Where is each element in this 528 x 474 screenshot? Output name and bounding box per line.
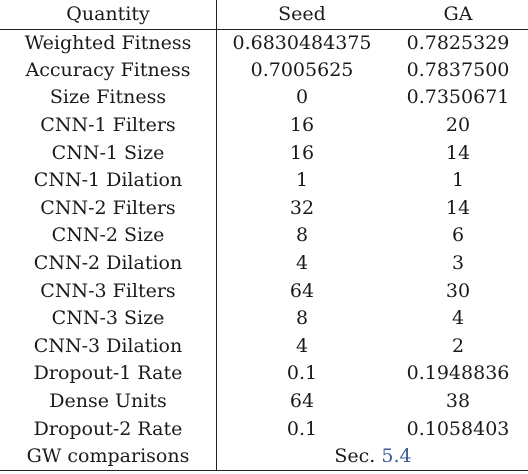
section-reference-link[interactable]: 5.4 (381, 445, 412, 468)
cell-quantity: Dense Units (0, 387, 217, 416)
table-row: Dense Units 64 38 (0, 387, 528, 416)
cell-quantity: CNN-3 Filters (0, 277, 217, 305)
cell-quantity: Weighted Fitness (0, 29, 217, 57)
table-row: Dropout-2 Rate 0.1 0.1058403 (0, 415, 528, 443)
cell-ga: 6 (451, 224, 465, 247)
cell-ga: 0.1058403 (406, 417, 510, 440)
cell-ga: 38 (445, 390, 471, 413)
cell-quantity: CNN-1 Dilation (0, 166, 217, 195)
cell-seed: 64 (289, 279, 315, 302)
cell-quantity: Dropout-1 Rate (0, 360, 217, 388)
header-row: Quantity Seed GA (0, 0, 528, 30)
cell-ga: 3 (451, 252, 465, 275)
cell-seed: 0.1 (286, 417, 318, 440)
cell-ga: 0.1948836 (406, 362, 510, 385)
cell-ga: 1 (451, 169, 465, 192)
table-row: CNN-2 Size 8 6 (0, 222, 528, 250)
cell-seed: 0.1 (286, 362, 318, 385)
table-row: Weighted Fitness 0.6830484375 0.7825329 (0, 29, 528, 57)
cell-seed: 4 (295, 252, 309, 275)
table-bottom-rule (0, 470, 528, 471)
cell-ga: 0.7350671 (406, 86, 510, 109)
footer-text: Sec. (334, 445, 376, 468)
cell-seed: 0.6830484375 (232, 31, 372, 54)
table-row: CNN-3 Size 8 4 (0, 304, 528, 333)
table-row: CNN-2 Dilation 4 3 (0, 249, 528, 278)
cell-seed: 16 (289, 114, 315, 137)
cell-quantity: CNN-2 Dilation (0, 249, 217, 278)
table-row: CNN-3 Filters 64 30 (0, 277, 528, 305)
cell-seed: 8 (295, 224, 309, 247)
footer-row: GW comparisons Sec. 5.4 (0, 442, 528, 471)
table-row: CNN-2 Filters 32 14 (0, 194, 528, 223)
table-row: CNN-1 Dilation 1 1 (0, 166, 528, 195)
cell-seed: 0.7005625 (250, 58, 354, 81)
cell-ga: 0.7825329 (406, 31, 510, 54)
cell-ga: 30 (445, 279, 471, 302)
cell-quantity: CNN-3 Size (0, 304, 217, 333)
cell-ga: 0.7837500 (406, 58, 510, 81)
cell-quantity: Size Fitness (0, 84, 217, 112)
cell-quantity: Dropout-2 Rate (0, 415, 217, 443)
table-row: Dropout-1 Rate 0.1 0.1948836 (0, 360, 528, 388)
cell-ga: 4 (451, 307, 465, 330)
cell-seed: 16 (289, 141, 315, 164)
table-body: Weighted Fitness 0.6830484375 0.7825329 Acc… (0, 29, 528, 443)
table-header: Quantity Seed GA (0, 0, 528, 30)
table-footer: GW comparisons Sec. 5.4 (0, 442, 528, 471)
header-seed: Seed (216, 0, 387, 30)
cell-quantity: Accuracy Fitness (0, 56, 217, 85)
cell-seed: 8 (295, 307, 309, 330)
cell-ga: 2 (451, 334, 465, 357)
header-quantity: Quantity (0, 0, 217, 30)
cell-quantity: CNN-1 Size (0, 139, 217, 167)
table-row: CNN-1 Filters 16 20 (0, 111, 528, 140)
header-ga: GA (387, 0, 528, 30)
cell-ga: 20 (445, 114, 471, 137)
cell-seed: 1 (295, 169, 309, 192)
cell-quantity: CNN-2 Size (0, 222, 217, 250)
cell-seed: 64 (289, 390, 315, 413)
cell-quantity: CNN-3 Dilation (0, 332, 217, 361)
footer-reference-cell: Sec. 5.4 (217, 443, 528, 471)
footer-label: GW comparisons (0, 442, 217, 471)
cell-ga: 14 (445, 141, 471, 164)
cell-seed: 32 (289, 196, 315, 219)
cell-quantity: CNN-1 Filters (0, 111, 217, 140)
cell-seed: 4 (295, 334, 309, 357)
cell-seed: 0 (295, 86, 309, 109)
table-row: CNN-1 Size 16 14 (0, 139, 528, 167)
table-row: Accuracy Fitness 0.7005625 0.7837500 (0, 56, 528, 85)
cell-quantity: CNN-2 Filters (0, 194, 217, 223)
table-row: Size Fitness 0 0.7350671 (0, 84, 528, 112)
cell-ga: 14 (445, 196, 471, 219)
table-row: CNN-3 Dilation 4 2 (0, 332, 528, 361)
